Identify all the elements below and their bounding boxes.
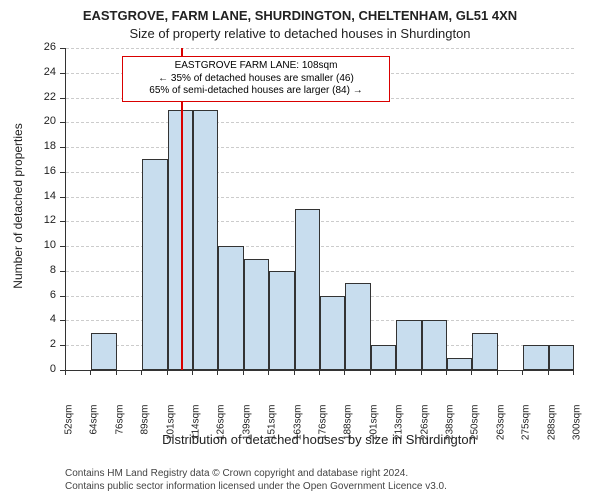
y-tick-label: 16 (0, 165, 56, 177)
histogram-bar (142, 159, 167, 370)
x-tick-label: 163sqm (292, 405, 303, 455)
y-tick-label: 0 (0, 363, 56, 375)
grid-line (66, 147, 574, 148)
x-tick-label: 151sqm (267, 405, 278, 455)
chart-title-1: EASTGROVE, FARM LANE, SHURDINGTON, CHELT… (0, 8, 600, 23)
y-tick-label: 4 (0, 313, 56, 325)
y-tick-label: 6 (0, 289, 56, 301)
histogram-bar (447, 358, 472, 370)
annotation-box: EASTGROVE FARM LANE: 108sqm← 35% of deta… (122, 56, 390, 102)
x-tick (548, 370, 549, 375)
histogram-bar (371, 345, 396, 370)
annotation-line: 65% of semi-detached houses are larger (… (126, 85, 386, 98)
x-tick-label: 64sqm (89, 405, 100, 455)
x-tick-label: 238sqm (445, 405, 456, 455)
histogram-bar (320, 296, 345, 370)
y-tick-label: 18 (0, 140, 56, 152)
y-tick-label: 10 (0, 239, 56, 251)
x-tick (167, 370, 168, 375)
histogram-bar (91, 333, 116, 370)
footer-line: Contains public sector information licen… (65, 481, 447, 494)
y-tick-label: 20 (0, 115, 56, 127)
y-tick (60, 221, 65, 222)
x-tick-label: 226sqm (419, 405, 430, 455)
x-tick-label: 188sqm (343, 405, 354, 455)
x-tick-label: 52sqm (64, 405, 75, 455)
x-tick-label: 300sqm (572, 405, 583, 455)
y-tick (60, 147, 65, 148)
y-tick (60, 197, 65, 198)
x-tick-label: 201sqm (368, 405, 379, 455)
x-tick-label: 101sqm (165, 405, 176, 455)
x-tick (395, 370, 396, 375)
x-tick-label: 275sqm (521, 405, 532, 455)
y-tick (60, 271, 65, 272)
x-tick-label: 114sqm (191, 405, 202, 455)
y-tick-label: 24 (0, 66, 56, 78)
x-tick (294, 370, 295, 375)
annotation-line: EASTGROVE FARM LANE: 108sqm (126, 60, 386, 73)
y-tick (60, 122, 65, 123)
x-tick (65, 370, 66, 375)
histogram-bar (218, 246, 243, 370)
x-tick (522, 370, 523, 375)
x-tick-label: 288sqm (546, 405, 557, 455)
x-tick-label: 89sqm (140, 405, 151, 455)
histogram-bar (345, 283, 370, 370)
y-tick (60, 48, 65, 49)
histogram-bar (269, 271, 294, 370)
x-axis-label: Distribution of detached houses by size … (65, 432, 573, 447)
y-tick-label: 8 (0, 264, 56, 276)
footer-line: Contains HM Land Registry data © Crown c… (65, 468, 447, 481)
x-tick-label: 213sqm (394, 405, 405, 455)
x-tick-label: 263sqm (495, 405, 506, 455)
histogram-bar (472, 333, 497, 370)
y-tick (60, 246, 65, 247)
footer-attribution: Contains HM Land Registry data © Crown c… (65, 468, 447, 493)
y-tick (60, 73, 65, 74)
grid-line (66, 122, 574, 123)
y-tick (60, 172, 65, 173)
histogram-bar (396, 320, 421, 370)
y-tick (60, 296, 65, 297)
x-tick-label: 176sqm (318, 405, 329, 455)
x-tick (497, 370, 498, 375)
y-tick (60, 98, 65, 99)
histogram-bar (295, 209, 320, 370)
histogram-bar (549, 345, 574, 370)
x-tick-label: 139sqm (241, 405, 252, 455)
x-tick (192, 370, 193, 375)
histogram-bar (422, 320, 447, 370)
x-tick (268, 370, 269, 375)
x-tick (90, 370, 91, 375)
histogram-bar (244, 259, 269, 370)
x-tick-label: 76sqm (114, 405, 125, 455)
x-tick (141, 370, 142, 375)
y-tick-label: 14 (0, 190, 56, 202)
x-tick (471, 370, 472, 375)
histogram-bar (523, 345, 548, 370)
chart-title-2: Size of property relative to detached ho… (0, 26, 600, 41)
x-tick (446, 370, 447, 375)
x-tick (421, 370, 422, 375)
x-tick (319, 370, 320, 375)
grid-line (66, 48, 574, 49)
y-axis-label: Number of detached properties (11, 45, 25, 367)
x-tick (573, 370, 574, 375)
y-tick-label: 26 (0, 41, 56, 53)
x-tick (217, 370, 218, 375)
x-tick (116, 370, 117, 375)
x-tick (370, 370, 371, 375)
y-tick-label: 12 (0, 214, 56, 226)
x-tick-label: 126sqm (216, 405, 227, 455)
x-tick (243, 370, 244, 375)
x-tick-label: 250sqm (470, 405, 481, 455)
y-tick (60, 345, 65, 346)
annotation-line: ← 35% of detached houses are smaller (46… (126, 73, 386, 86)
y-tick-label: 22 (0, 91, 56, 103)
histogram-bar (193, 110, 218, 370)
y-tick (60, 320, 65, 321)
y-tick-label: 2 (0, 338, 56, 350)
x-tick (344, 370, 345, 375)
